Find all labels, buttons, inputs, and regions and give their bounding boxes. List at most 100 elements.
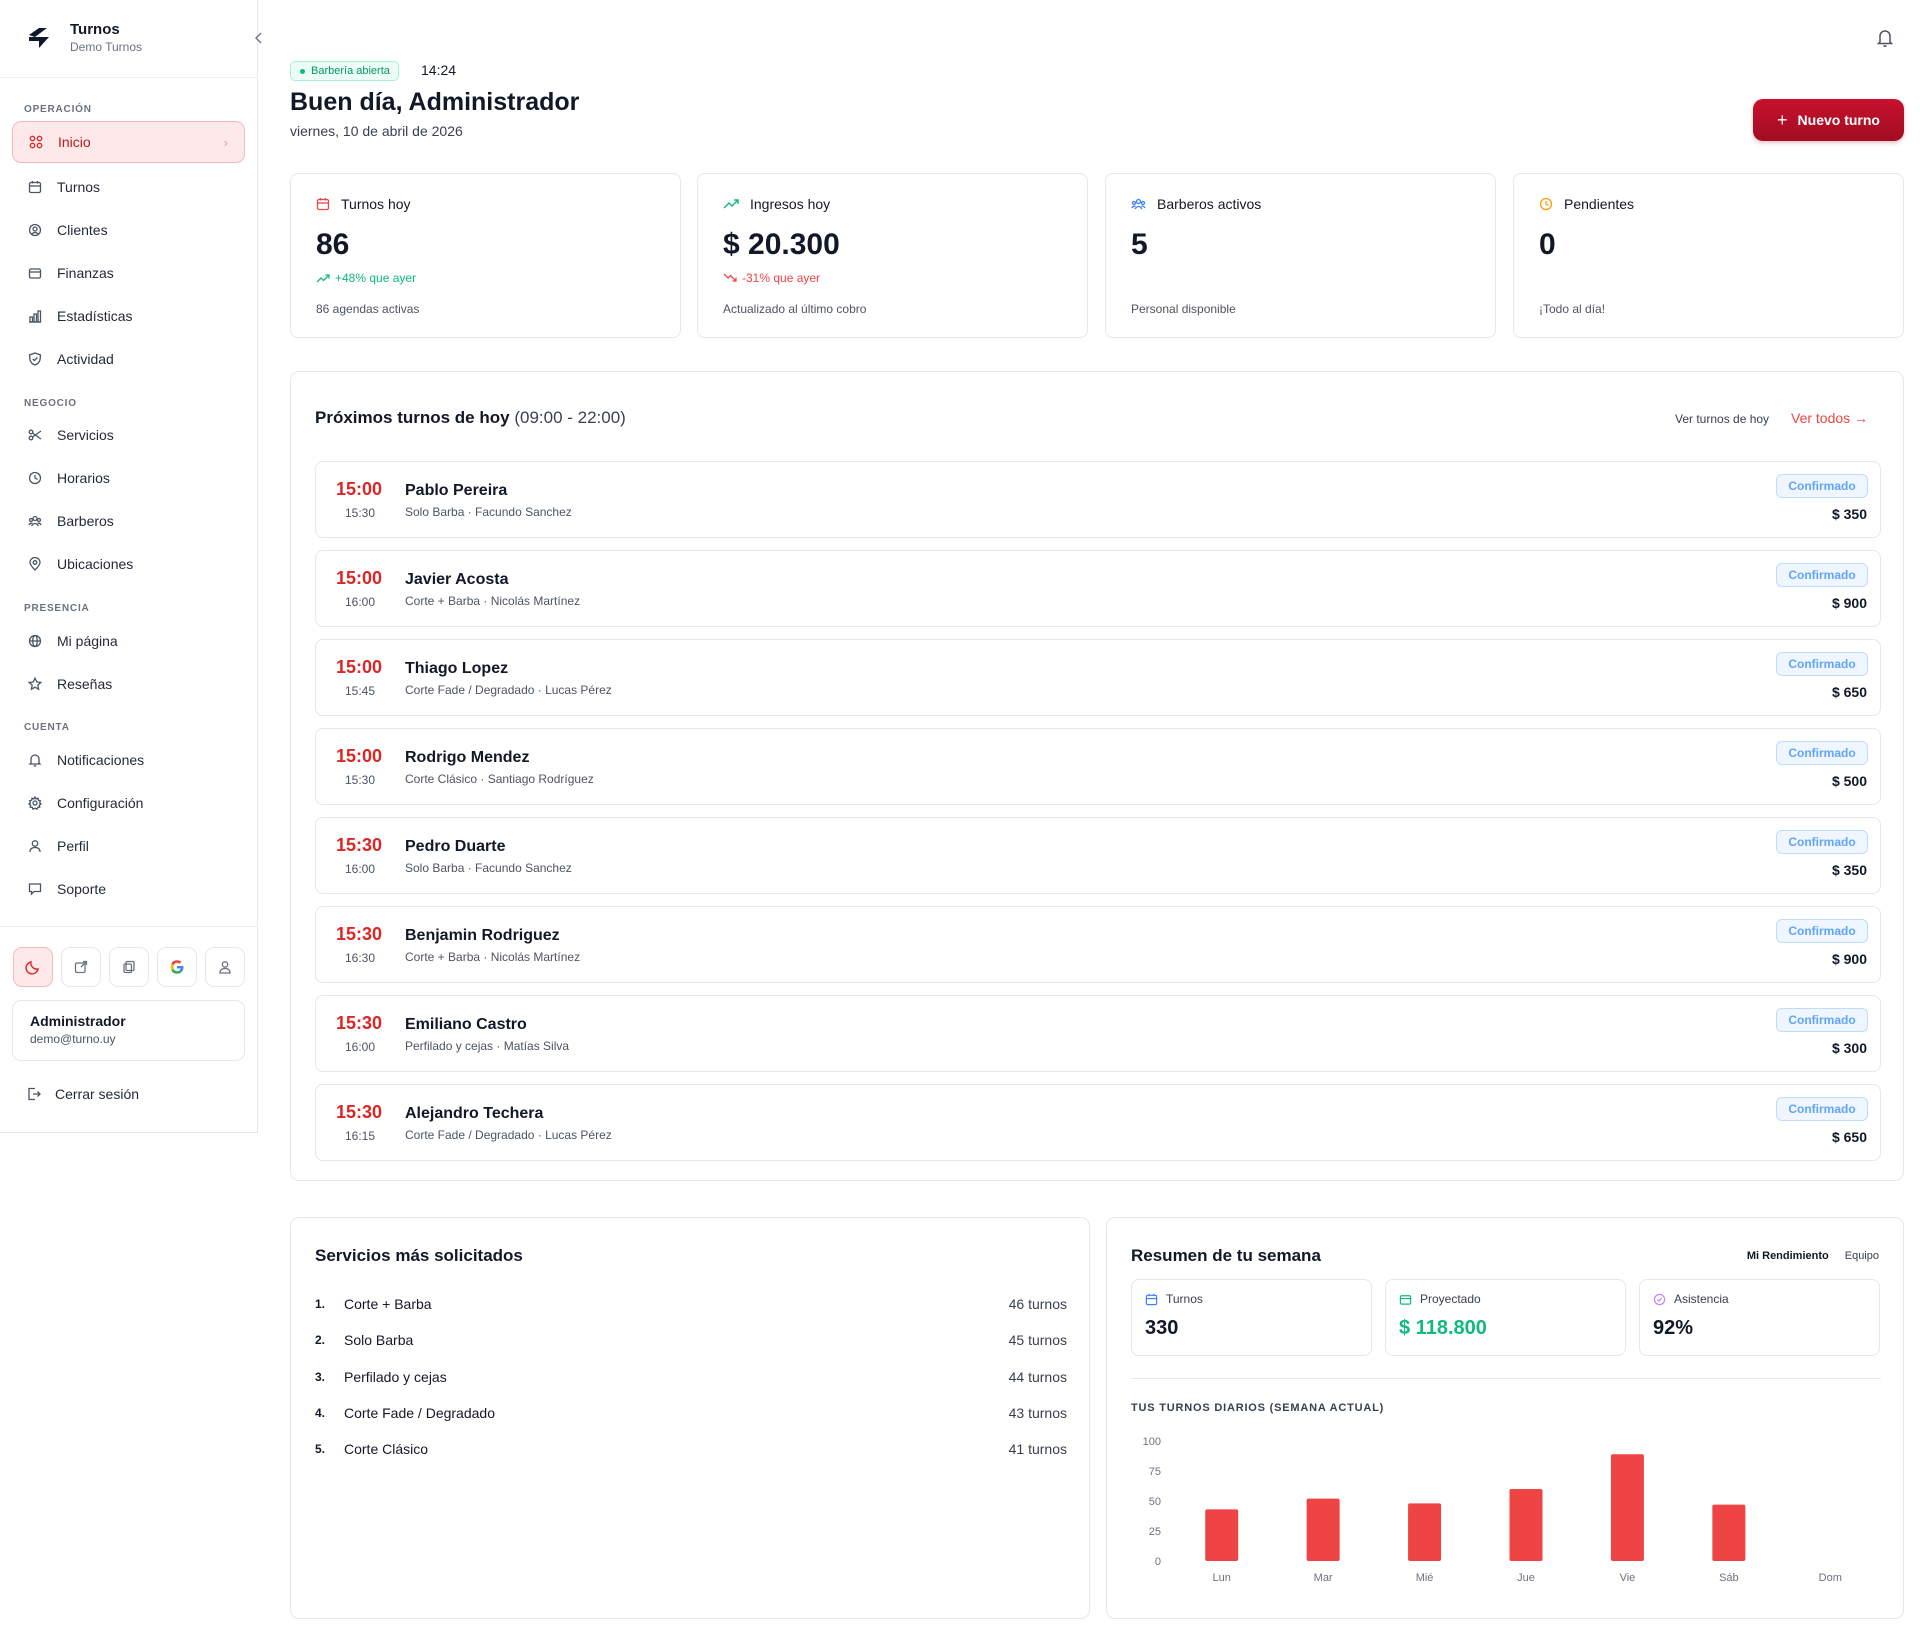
clock-icon xyxy=(27,470,43,486)
panel-title: Próximos turnos de hoy (09:00 - 22:00) xyxy=(315,408,626,428)
appointment-row[interactable]: 15:30 16:00 Pedro Duarte Solo Barba · Facun… xyxy=(315,817,1881,894)
sidebar-item-horarios[interactable]: Horarios xyxy=(12,457,245,499)
stat-card-ingresos[interactable]: Ingresos hoy $ 20.300 -31% que ayer Actu… xyxy=(697,173,1088,338)
appointment-start-time: 15:00 xyxy=(336,479,383,499)
user-icon xyxy=(27,838,43,854)
sidebar-item-ubicaciones[interactable]: Ubicaciones xyxy=(12,543,245,585)
sidebar-item-barberos[interactable]: Barberos xyxy=(12,500,245,542)
sidebar-item-turnos[interactable]: Turnos xyxy=(12,166,245,208)
bell-icon xyxy=(1876,30,1894,47)
stat-value: 0 xyxy=(1539,228,1556,261)
sidebar-item-perfil[interactable]: Perfil xyxy=(12,825,245,867)
stat-card-pendientes[interactable]: Pendientes 0 ¡Todo al día! xyxy=(1513,173,1904,338)
copy-button[interactable] xyxy=(109,947,149,987)
bar-mié[interactable] xyxy=(1408,1503,1442,1561)
daily-appointments-chart: 0 25 50 75 100 Lun Mar Mié Jue Vie Sáb Dom xyxy=(1143,1436,1842,1584)
y-tick-label: 0 xyxy=(1155,1556,1161,1568)
user-email: demo@turno.uy xyxy=(30,1032,116,1046)
sidebar-item-inicio[interactable]: Inicio › xyxy=(12,121,245,163)
sidebar-item-label: Barberos xyxy=(57,513,114,529)
new-appointment-label: Nuevo turno xyxy=(1797,112,1880,128)
appointment-row[interactable]: 15:00 15:30 Rodrigo Mendez Corte Clásico · … xyxy=(315,728,1881,805)
bar-lun[interactable] xyxy=(1205,1509,1239,1561)
mini-stat-label: Proyectado xyxy=(1420,1292,1481,1306)
service-name: Corte + Barba xyxy=(344,1296,432,1312)
appointment-price: $ 900 xyxy=(1831,951,1867,967)
calendar-icon xyxy=(1145,1293,1158,1305)
panel-title: Resumen de tu semana xyxy=(1131,1246,1321,1265)
appointment-price: $ 650 xyxy=(1831,684,1867,700)
wallet-icon xyxy=(1399,1294,1412,1305)
collapse-sidebar-button[interactable] xyxy=(254,31,268,47)
user-name: Administrador xyxy=(30,1013,126,1029)
bell-icon xyxy=(27,752,43,768)
sidebar-item-label: Inicio xyxy=(58,134,91,150)
clock-icon xyxy=(1539,197,1553,211)
view-all-link[interactable]: Ver todos → xyxy=(1791,410,1869,426)
appointment-row[interactable]: 15:30 16:00 Emiliano Castro Perfilado y cej… xyxy=(315,995,1881,1072)
mini-stat-label: Turnos xyxy=(1166,1292,1203,1306)
new-appointment-button[interactable]: + Nuevo turno xyxy=(1753,99,1904,141)
service-rank: 1. xyxy=(315,1297,326,1311)
appointment-price: $ 350 xyxy=(1831,862,1867,878)
open-external-button[interactable] xyxy=(61,947,101,987)
stat-card-turnos[interactable]: Turnos hoy 86 +48% que ayer 86 agendas a… xyxy=(290,173,681,338)
appointment-start-time: 15:30 xyxy=(336,924,383,944)
sidebar-item-resenas[interactable]: Reseñas xyxy=(12,663,245,705)
stat-card-barberos[interactable]: Barberos activos 5 Personal disponible xyxy=(1105,173,1496,338)
appointment-start-time: 15:00 xyxy=(336,657,383,677)
sidebar-item-label: Soporte xyxy=(57,881,107,897)
y-tick-label: 25 xyxy=(1149,1526,1161,1538)
bar-sáb[interactable] xyxy=(1712,1504,1746,1561)
appointment-client-name: Pablo Pereira xyxy=(405,482,508,499)
appointment-status-badge: Confirmado xyxy=(1776,563,1868,587)
tab-equipo[interactable]: Equipo xyxy=(1844,1250,1879,1262)
appointment-end-time: 16:15 xyxy=(345,1129,376,1143)
sidebar-item-estadisticas[interactable]: Estadísticas xyxy=(12,295,245,337)
section-label-operacion: OPERACIÓN xyxy=(24,104,92,115)
stat-label: Ingresos hoy xyxy=(750,196,831,212)
mini-stat-value: 330 xyxy=(1145,1317,1179,1339)
bar-vie[interactable] xyxy=(1610,1454,1644,1561)
logout-button[interactable]: Cerrar sesión xyxy=(27,1086,139,1102)
sidebar-item-mi-pagina[interactable]: Mi página xyxy=(12,620,245,662)
appointment-client-name: Alejandro Techera xyxy=(405,1105,544,1122)
current-time: 14:24 xyxy=(421,62,457,78)
appointment-start-time: 15:30 xyxy=(336,835,383,855)
service-count: 41 turnos xyxy=(1008,1441,1067,1458)
dark-mode-toggle[interactable] xyxy=(13,947,53,987)
appointment-row[interactable]: 15:30 16:30 Benjamin Rodriguez Corte + Barb… xyxy=(315,906,1881,983)
stat-value: $ 20.300 xyxy=(723,228,840,261)
sidebar-item-notificaciones[interactable]: Notificaciones xyxy=(12,739,245,781)
mini-stat-value: 92% xyxy=(1653,1317,1694,1339)
sidebar-item-finanzas[interactable]: Finanzas xyxy=(12,252,245,294)
sidebar-item-clientes[interactable]: Clientes xyxy=(12,209,245,251)
notifications-button[interactable] xyxy=(1876,28,1894,48)
brand[interactable]: Turnos Demo Turnos xyxy=(26,21,142,55)
tab-mi-rendimiento[interactable]: Mi Rendimiento xyxy=(1746,1250,1829,1262)
grid-icon xyxy=(28,134,44,150)
sidebar-item-actividad[interactable]: Actividad xyxy=(12,338,245,380)
account-button[interactable] xyxy=(205,947,245,987)
bar-mar[interactable] xyxy=(1306,1498,1340,1561)
google-button[interactable] xyxy=(157,947,197,987)
sidebar-item-configuracion[interactable]: Configuración xyxy=(12,782,245,824)
appointment-row[interactable]: 15:00 15:45 Thiago Lopez Corte Fade / Degra… xyxy=(315,639,1881,716)
mini-stat-asistencia: Asistencia 92% xyxy=(1639,1279,1880,1356)
sidebar-item-servicios[interactable]: Servicios xyxy=(12,414,245,456)
appointment-row[interactable]: 15:00 15:30 Pablo Pereira Solo Barba · Facu… xyxy=(315,461,1881,538)
sidebar-item-label: Actividad xyxy=(57,351,114,367)
panel-title: Servicios más solicitados xyxy=(315,1246,523,1265)
bar-jue[interactable] xyxy=(1509,1489,1543,1561)
appointment-client-name: Pedro Duarte xyxy=(405,838,506,855)
appointment-detail: Solo Barba · Facundo Sanchez xyxy=(405,861,572,875)
chevron-right-icon: › xyxy=(223,134,228,150)
sidebar-item-soporte[interactable]: Soporte xyxy=(12,868,245,910)
appointment-row[interactable]: 15:30 16:15 Alejandro Techera Corte Fade / … xyxy=(315,1084,1881,1161)
sidebar-item-label: Ubicaciones xyxy=(57,556,134,572)
appointment-row[interactable]: 15:00 16:00 Javier Acosta Corte + Barba · N… xyxy=(315,550,1881,627)
view-today-link[interactable]: Ver turnos de hoy xyxy=(1675,412,1770,426)
appointment-price: $ 500 xyxy=(1831,773,1867,789)
user-card[interactable]: Administrador demo@turno.uy xyxy=(12,1000,245,1061)
top-services-panel: Servicios más solicitados 1. Corte + Barb… xyxy=(290,1217,1090,1619)
